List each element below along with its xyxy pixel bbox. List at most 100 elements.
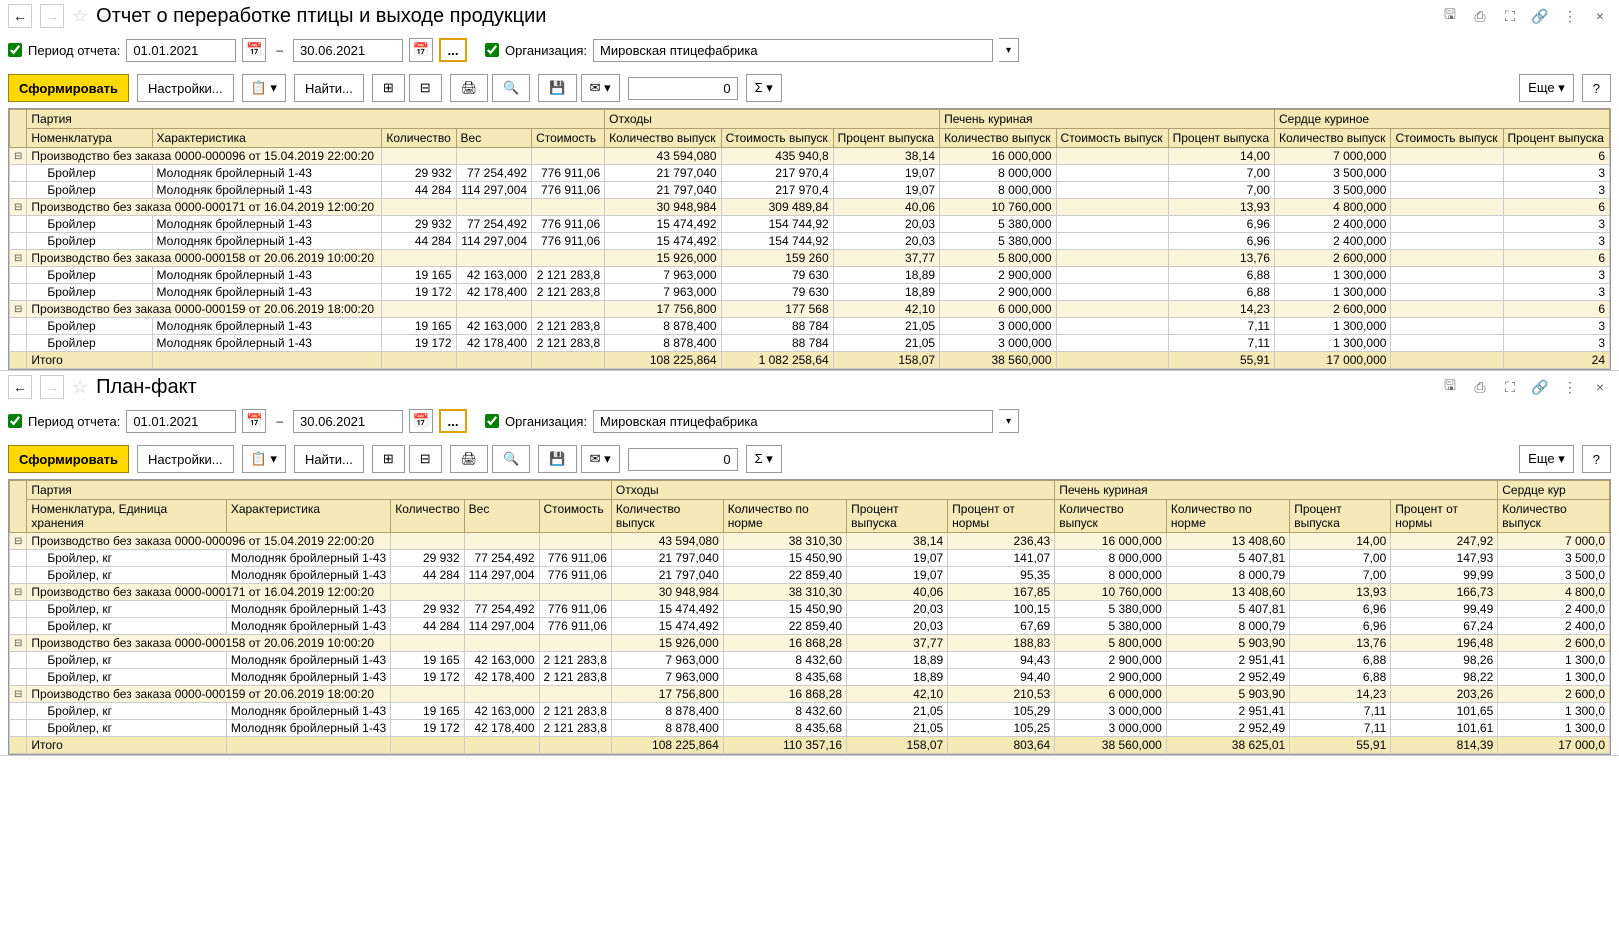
preview-button[interactable]: 🔍 bbox=[492, 445, 530, 473]
email-button[interactable]: ✉ ▾ bbox=[581, 445, 620, 473]
group-row[interactable]: ⊟Производство без заказа 0000-000096 от … bbox=[10, 148, 1610, 165]
data-row[interactable]: Бройлер, кгМолодняк бройлерный 1-4344 28… bbox=[10, 567, 1610, 584]
data-row[interactable]: БройлерМолодняк бройлерный 1-4329 93277 … bbox=[10, 216, 1610, 233]
collapse-icon[interactable]: ⊟ bbox=[409, 74, 442, 102]
print-icon[interactable]: ⎙ bbox=[1469, 376, 1491, 398]
preview-button[interactable]: 🔍 bbox=[492, 74, 530, 102]
period-picker-button[interactable]: ... bbox=[439, 409, 467, 433]
collapse-icon[interactable]: ⊟ bbox=[10, 250, 27, 267]
group-cell bbox=[391, 533, 464, 550]
date-from-input[interactable] bbox=[126, 39, 236, 62]
preview-icon[interactable]: ⛶ bbox=[1499, 5, 1521, 27]
settings-button[interactable]: Настройки... bbox=[137, 74, 234, 102]
nav-back[interactable]: ← bbox=[8, 4, 32, 28]
sigma-button[interactable]: Σ ▾ bbox=[746, 74, 782, 102]
save-button[interactable]: 💾 bbox=[538, 74, 576, 102]
date-from-input[interactable] bbox=[126, 410, 236, 433]
data-row[interactable]: БройлерМолодняк бройлерный 1-4319 17242 … bbox=[10, 284, 1610, 301]
paste-button[interactable]: 📋 ▾ bbox=[242, 445, 286, 473]
print-button[interactable]: 🖨 bbox=[450, 445, 489, 473]
save-button[interactable]: 💾 bbox=[538, 445, 576, 473]
nav-back[interactable]: ← bbox=[8, 375, 32, 399]
more-button[interactable]: Еще ▾ bbox=[1519, 445, 1574, 473]
more-icon[interactable]: ⋮ bbox=[1559, 5, 1581, 27]
nav-forward[interactable]: → bbox=[40, 375, 64, 399]
data-row[interactable]: Бройлер, кгМолодняк бройлерный 1-4319 16… bbox=[10, 652, 1610, 669]
group-row[interactable]: ⊟Производство без заказа 0000-000159 от … bbox=[10, 686, 1610, 703]
data-cell: 15 474,492 bbox=[605, 216, 721, 233]
collapse-icon[interactable]: ⊟ bbox=[10, 199, 27, 216]
email-button[interactable]: ✉ ▾ bbox=[581, 74, 620, 102]
data-row[interactable]: БройлерМолодняк бройлерный 1-4329 93277 … bbox=[10, 165, 1610, 182]
close-icon[interactable]: × bbox=[1589, 5, 1611, 27]
group-row[interactable]: ⊟Производство без заказа 0000-000171 от … bbox=[10, 584, 1610, 601]
save-icon[interactable]: 🖫 bbox=[1439, 5, 1461, 27]
find-button[interactable]: Найти... bbox=[294, 445, 364, 473]
group-row[interactable]: ⊟Производство без заказа 0000-000158 от … bbox=[10, 250, 1610, 267]
collapse-icon[interactable]: ⊟ bbox=[10, 148, 27, 165]
data-row[interactable]: БройлерМолодняк бройлерный 1-4319 16542 … bbox=[10, 267, 1610, 284]
favorite-icon[interactable]: ☆ bbox=[72, 6, 88, 27]
org-checkbox[interactable] bbox=[485, 43, 499, 57]
collapse-icon[interactable]: ⊟ bbox=[10, 635, 27, 652]
group-row[interactable]: ⊟Производство без заказа 0000-000158 от … bbox=[10, 635, 1610, 652]
print-icon[interactable]: ⎙ bbox=[1469, 5, 1491, 27]
data-cell: 21 797,040 bbox=[611, 567, 723, 584]
nav-forward[interactable]: → bbox=[40, 4, 64, 28]
preview-icon[interactable]: ⛶ bbox=[1499, 376, 1521, 398]
date-to-input[interactable] bbox=[293, 410, 403, 433]
period-picker-button[interactable]: ... bbox=[439, 38, 467, 62]
data-row[interactable]: Бройлер, кгМолодняк бройлерный 1-4344 28… bbox=[10, 618, 1610, 635]
close-icon[interactable]: × bbox=[1589, 376, 1611, 398]
expand-icon[interactable]: ⊞ bbox=[372, 445, 405, 473]
form-button[interactable]: Сформировать bbox=[8, 445, 129, 473]
group-cell: 43 594,080 bbox=[605, 148, 721, 165]
data-row[interactable]: БройлерМолодняк бройлерный 1-4319 16542 … bbox=[10, 318, 1610, 335]
org-dropdown[interactable]: ▾ bbox=[999, 38, 1019, 62]
group-row[interactable]: ⊟Производство без заказа 0000-000159 от … bbox=[10, 301, 1610, 318]
calendar-icon[interactable]: 📅 bbox=[242, 38, 266, 62]
link-icon[interactable]: 🔗 bbox=[1529, 376, 1551, 398]
collapse-icon[interactable]: ⊟ bbox=[10, 584, 27, 601]
link-icon[interactable]: 🔗 bbox=[1529, 5, 1551, 27]
sigma-button[interactable]: Σ ▾ bbox=[746, 445, 782, 473]
data-row[interactable]: Бройлер, кгМолодняк бройлерный 1-4319 17… bbox=[10, 720, 1610, 737]
calendar-icon[interactable]: 📅 bbox=[242, 409, 266, 433]
form-button[interactable]: Сформировать bbox=[8, 74, 129, 102]
collapse-icon[interactable]: ⊟ bbox=[10, 533, 27, 550]
collapse-icon[interactable]: ⊟ bbox=[10, 686, 27, 703]
collapse-icon[interactable]: ⊟ bbox=[10, 301, 27, 318]
org-input[interactable] bbox=[593, 410, 993, 433]
more-icon[interactable]: ⋮ bbox=[1559, 376, 1581, 398]
data-row[interactable]: БройлерМолодняк бройлерный 1-4344 284114… bbox=[10, 182, 1610, 199]
find-button[interactable]: Найти... bbox=[294, 74, 364, 102]
org-input[interactable] bbox=[593, 39, 993, 62]
group-row[interactable]: ⊟Производство без заказа 0000-000096 от … bbox=[10, 533, 1610, 550]
settings-button[interactable]: Настройки... bbox=[137, 445, 234, 473]
data-row[interactable]: Бройлер, кгМолодняк бройлерный 1-4329 93… bbox=[10, 550, 1610, 567]
help-button[interactable]: ? bbox=[1582, 445, 1611, 473]
expand-icon[interactable]: ⊞ bbox=[372, 74, 405, 102]
period-checkbox[interactable] bbox=[8, 43, 22, 57]
favorite-icon[interactable]: ☆ bbox=[72, 377, 88, 398]
period-checkbox[interactable] bbox=[8, 414, 22, 428]
data-row[interactable]: Бройлер, кгМолодняк бройлерный 1-4329 93… bbox=[10, 601, 1610, 618]
save-icon[interactable]: 🖫 bbox=[1439, 376, 1461, 398]
data-row[interactable]: Бройлер, кгМолодняк бройлерный 1-4319 16… bbox=[10, 703, 1610, 720]
more-button[interactable]: Еще ▾ bbox=[1519, 74, 1574, 102]
calendar-icon[interactable]: 📅 bbox=[409, 409, 433, 433]
collapse-icon[interactable]: ⊟ bbox=[409, 445, 442, 473]
data-row[interactable]: БройлерМолодняк бройлерный 1-4344 284114… bbox=[10, 233, 1610, 250]
help-button[interactable]: ? bbox=[1582, 74, 1611, 102]
sum-input[interactable] bbox=[628, 448, 738, 471]
data-row[interactable]: БройлерМолодняк бройлерный 1-4319 17242 … bbox=[10, 335, 1610, 352]
group-row[interactable]: ⊟Производство без заказа 0000-000171 от … bbox=[10, 199, 1610, 216]
data-row[interactable]: Бройлер, кгМолодняк бройлерный 1-4319 17… bbox=[10, 669, 1610, 686]
org-checkbox[interactable] bbox=[485, 414, 499, 428]
calendar-icon[interactable]: 📅 bbox=[409, 38, 433, 62]
date-to-input[interactable] bbox=[293, 39, 403, 62]
paste-button[interactable]: 📋 ▾ bbox=[242, 74, 286, 102]
org-dropdown[interactable]: ▾ bbox=[999, 409, 1019, 433]
sum-input[interactable] bbox=[628, 77, 738, 100]
print-button[interactable]: 🖨 bbox=[450, 74, 489, 102]
